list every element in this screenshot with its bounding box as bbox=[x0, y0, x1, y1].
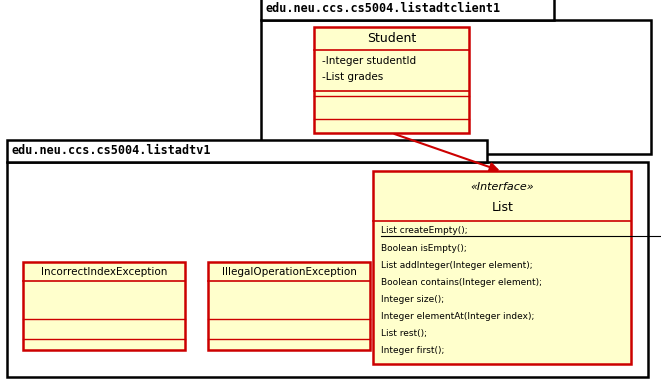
Text: IllegalOperationException: IllegalOperationException bbox=[221, 267, 357, 276]
Text: List createEmpty();: List createEmpty(); bbox=[381, 226, 468, 235]
Text: Boolean contains(Integer element);: Boolean contains(Integer element); bbox=[381, 278, 543, 287]
Bar bbox=[373, 171, 631, 364]
Bar bbox=[314, 27, 469, 133]
Text: -Integer studentId: -Integer studentId bbox=[322, 56, 416, 66]
Text: Integer elementAt(Integer index);: Integer elementAt(Integer index); bbox=[381, 312, 535, 321]
Text: Integer first();: Integer first(); bbox=[381, 346, 445, 355]
Text: List: List bbox=[491, 201, 514, 214]
Text: IncorrectIndexException: IncorrectIndexException bbox=[41, 267, 167, 276]
Bar bbox=[23, 262, 185, 350]
Bar bbox=[7, 162, 648, 377]
Bar bbox=[208, 262, 370, 350]
Text: Student: Student bbox=[367, 32, 416, 45]
Text: Integer size();: Integer size(); bbox=[381, 295, 444, 304]
Text: edu.neu.ccs.cs5004.listadtv1: edu.neu.ccs.cs5004.listadtv1 bbox=[11, 144, 211, 157]
Text: Boolean isEmpty();: Boolean isEmpty(); bbox=[381, 244, 467, 253]
Text: -List grades: -List grades bbox=[322, 72, 383, 82]
Bar bbox=[261, 0, 554, 20]
Text: List addInteger(Integer element);: List addInteger(Integer element); bbox=[381, 261, 533, 270]
Bar bbox=[261, 20, 651, 154]
Text: edu.neu.ccs.cs5004.listadtclient1: edu.neu.ccs.cs5004.listadtclient1 bbox=[266, 2, 501, 15]
Text: List rest();: List rest(); bbox=[381, 329, 428, 338]
Text: «Interface»: «Interface» bbox=[471, 182, 534, 192]
Bar bbox=[7, 139, 488, 162]
